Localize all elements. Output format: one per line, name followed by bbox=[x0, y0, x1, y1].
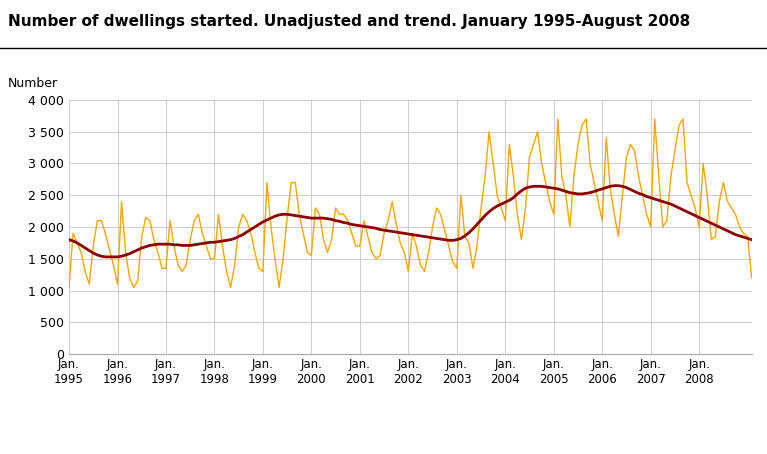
Text: Number of dwellings started. Unadjusted and trend. January 1995-August 2008: Number of dwellings started. Unadjusted … bbox=[8, 14, 690, 29]
Text: Number: Number bbox=[8, 77, 58, 90]
